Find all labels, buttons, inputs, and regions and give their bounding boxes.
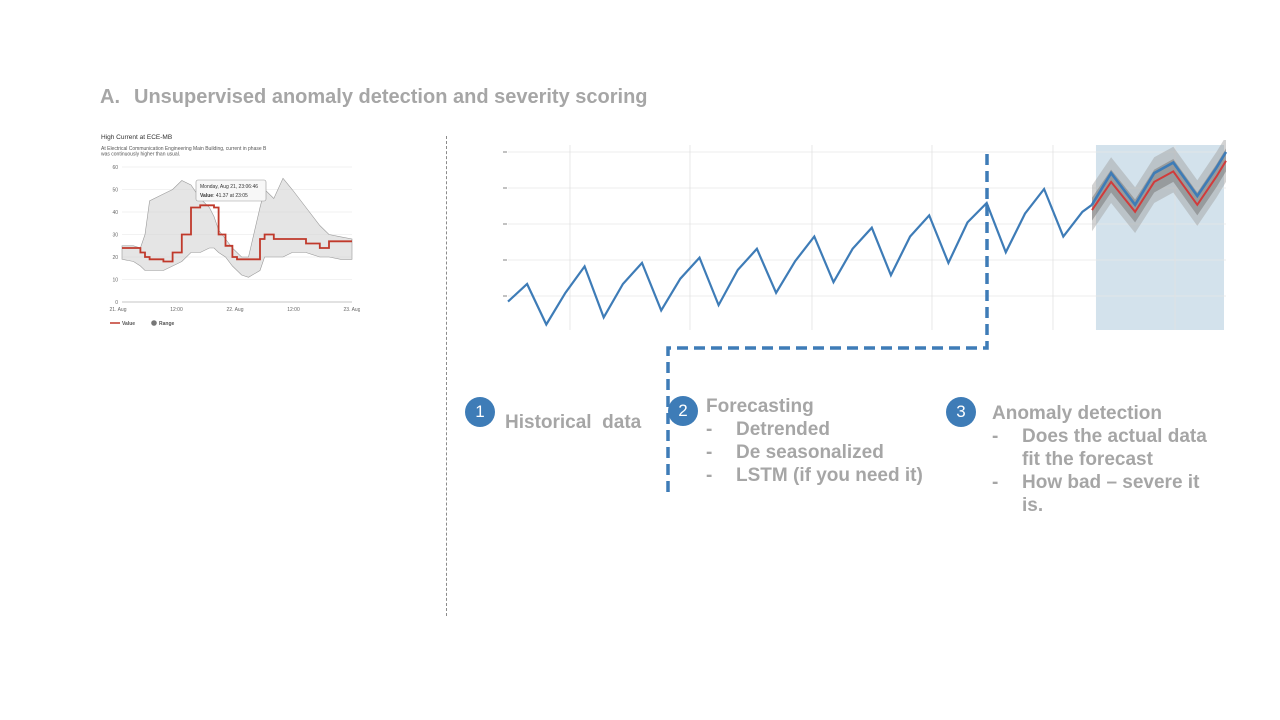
alert-x-tick: 21. Aug [110, 307, 127, 313]
step-3-badge: 3 [946, 397, 976, 427]
step-1-text: Historical data [505, 411, 641, 434]
step-2-heading: Forecasting [706, 396, 814, 417]
forecast-chart [503, 140, 1228, 492]
alert-x-tick: 12:00 [287, 307, 300, 313]
alert-chart-subtitle: At Electrical Communication Engineering … [101, 146, 267, 158]
tooltip-line-1: Monday, Aug 21, 23:06:46 [200, 184, 258, 190]
step-1-badge: 1 [465, 397, 495, 427]
forecast-series-line [1091, 160, 1227, 214]
forecast-band-inner [1092, 148, 1226, 223]
alert-x-tick: 23. Aug [344, 307, 360, 313]
value-series-line [122, 204, 352, 263]
alert-y-tick: 60 [112, 165, 118, 171]
step-2-item: De seasonalized [706, 441, 923, 464]
step-2-item: LSTM (if you need it) [706, 464, 923, 487]
alert-chart-title: High Current at ECE-MB [101, 134, 172, 141]
svg-text:Value: 41.37 at 23:05: Value: 41.37 at 23:05 [200, 193, 248, 199]
alert-y-tick: 20 [112, 255, 118, 261]
alert-chart-legend: Value Range [110, 320, 175, 327]
anomaly-alert-chart: High Current at ECE-MB At Electrical Com… [101, 134, 360, 327]
step-2-text: Forecasting Detrended De seasonalized LS… [706, 395, 923, 487]
title-text: Unsupervised anomaly detection and sever… [134, 86, 648, 108]
step-2-list: Detrended De seasonalized LSTM (if you n… [706, 418, 923, 487]
step-2-item: Detrended [706, 418, 923, 441]
section-divider [446, 136, 447, 616]
forecast-chart-ticks [503, 151, 507, 297]
step-3-heading: Anomaly detection [992, 403, 1162, 424]
forecast-chart-grid [508, 145, 1226, 330]
alert-y-tick: 50 [112, 187, 118, 193]
alert-y-tick: 0 [115, 300, 118, 306]
alert-y-tick: 30 [112, 232, 118, 238]
title-label: A. [100, 86, 120, 108]
value-tooltip: Monday, Aug 21, 23:06:46 Value: 41.37 at… [195, 179, 267, 202]
alert-y-tick: 40 [112, 210, 118, 216]
legend-range: Range [159, 321, 175, 327]
step-1-heading: Historical data [505, 412, 642, 433]
step-2-badge: 2 [668, 396, 698, 426]
alert-y-tick: 10 [112, 277, 118, 283]
historical-series-line [507, 186, 1093, 327]
slide-title: A. Unsupervised anomaly detection and sev… [100, 86, 648, 109]
tooltip-value-text: : 41.37 at 23:05 [213, 193, 248, 199]
tooltip-value-label: Value [200, 193, 213, 199]
alert-x-tick: 12:00 [170, 307, 183, 313]
alert-x-tick: 22. Aug [227, 307, 244, 313]
step-3-item: How bad – severe it is. [992, 471, 1224, 517]
legend-value: Value [122, 321, 135, 327]
actual-series-line [1090, 151, 1228, 208]
step-3-item: Does the actual data fit the forecast [992, 425, 1224, 471]
process-connector [666, 148, 989, 492]
step-3-text: Anomaly detection Does the actual data f… [992, 402, 1224, 517]
step-3-list: Does the actual data fit the forecast Ho… [992, 425, 1224, 517]
